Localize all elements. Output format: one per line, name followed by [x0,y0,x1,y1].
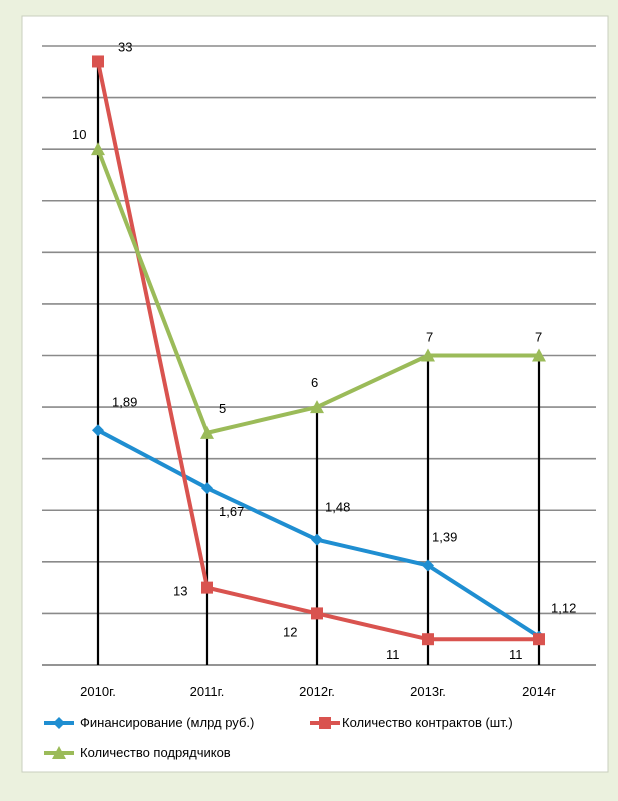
series-1-marker [92,424,104,437]
series-2-marker [92,55,104,68]
data-label: 1,39 [432,529,457,544]
data-label: 11 [386,647,400,662]
series-3-marker [421,348,435,362]
series-markers [91,55,546,646]
legend: Финансирование (млрд руб.) Количество кон… [44,715,513,760]
series-2-marker [422,633,434,646]
legend-label: Количество подрядчиков [80,745,231,760]
legend-marker [319,717,331,729]
series-2-marker [201,581,213,594]
data-label: 5 [219,401,226,416]
series-1-marker [311,533,323,546]
legend-marker [53,717,65,729]
data-label: 10 [72,127,86,142]
data-label: 11 [509,647,523,662]
data-label: 7 [535,330,542,345]
series-2-marker [311,607,323,620]
category-drop-lines [96,61,541,665]
x-tick-label: 2011г. [190,684,225,699]
data-label: 1,67 [219,504,244,519]
x-tick-label: 2014г [522,684,556,699]
series-2-marker [533,633,545,646]
legend-marker [52,746,66,759]
data-label: 1,48 [325,500,350,515]
legend-label: Финансирование (млрд руб.) [80,715,254,730]
legend-label: Количество контрактов (шт.) [342,715,513,730]
data-label: 12 [283,624,297,639]
data-label: 7 [426,330,433,345]
chart-frame [21,15,609,773]
x-tick-label: 2012г. [299,684,335,699]
x-tick-label: 2010г. [80,684,116,699]
data-labels: 1,89 1,67 1,48 1,39 1,12 33 13 12 11 11 10 5 6 7 7 [72,39,576,662]
series-1-marker [422,559,434,572]
x-axis-tick-labels: 2010г. 2011г. 2012г. 2013г. 2014г [80,684,556,699]
series-3-marker [91,142,105,156]
data-label: 13 [173,584,187,599]
data-label: 1,12 [551,601,576,616]
series-3-marker [532,348,546,362]
series-3-marker [310,400,324,414]
series-3-marker [200,425,214,439]
data-label: 33 [118,39,132,54]
series-1-marker [201,482,213,495]
x-tick-label: 2013г. [410,684,446,699]
data-label: 1,89 [112,394,137,409]
data-label: 6 [311,375,318,390]
